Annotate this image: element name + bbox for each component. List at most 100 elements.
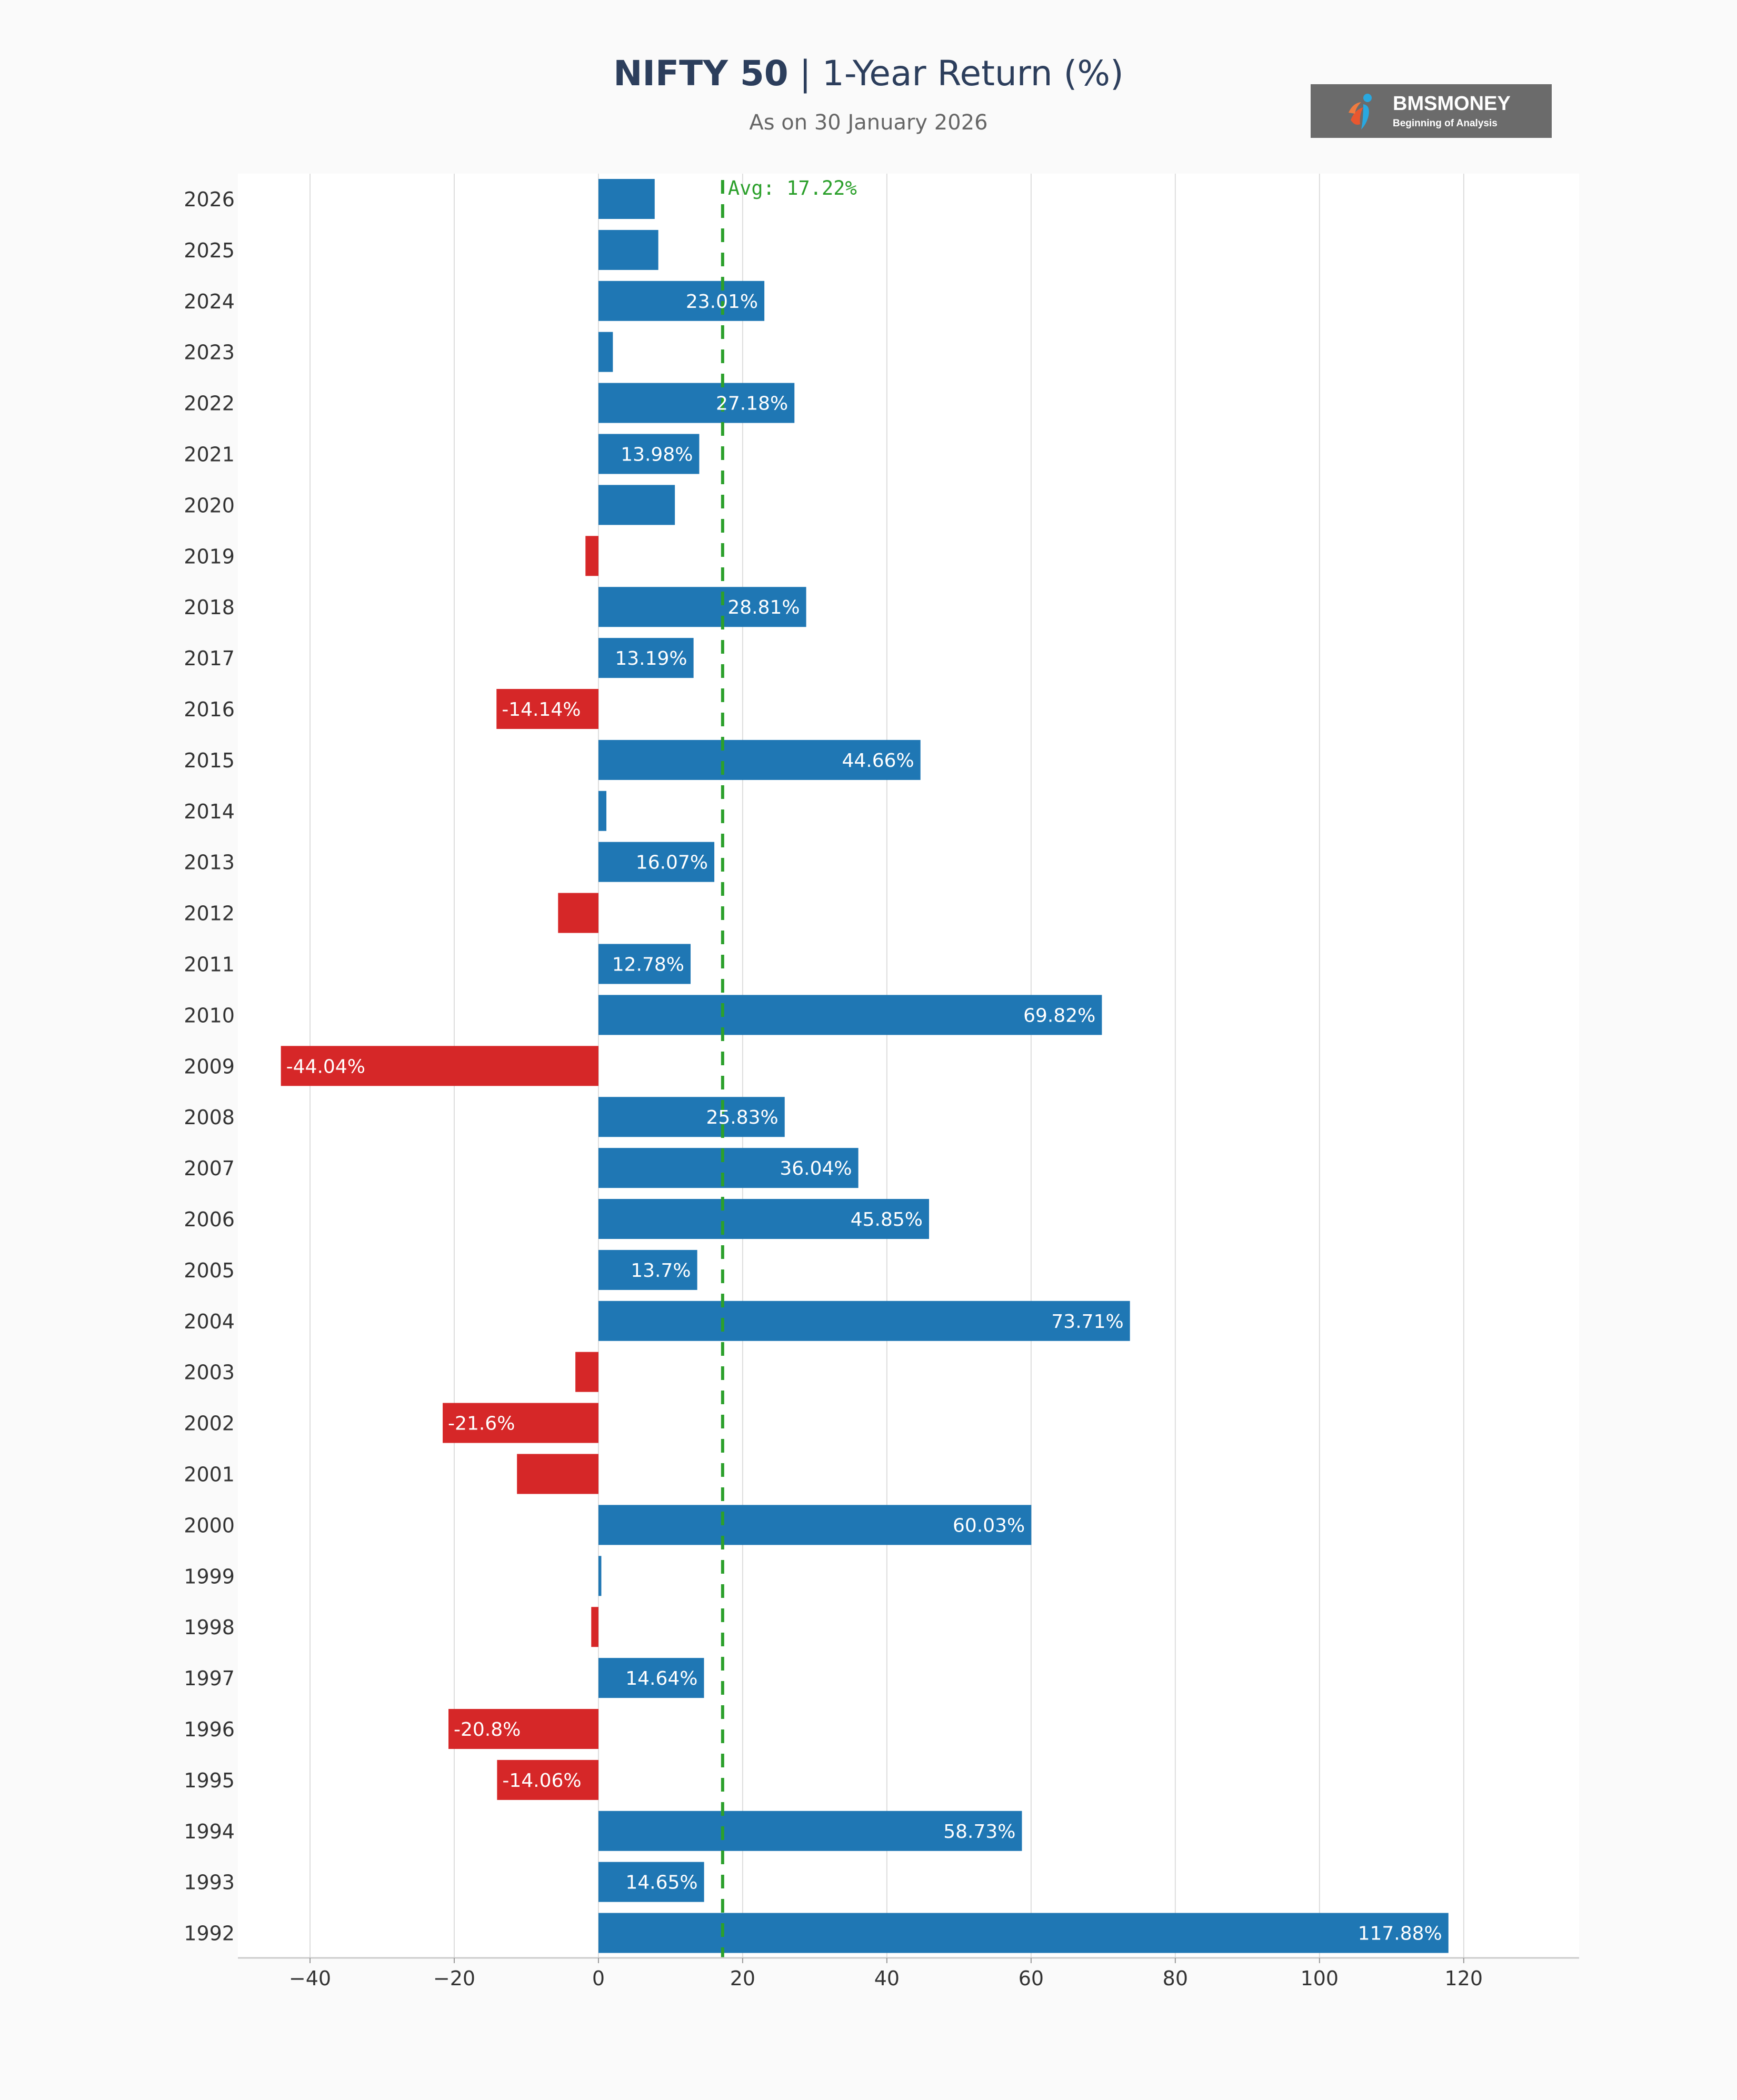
bar-2023: [598, 332, 613, 372]
chart-title-bold: NIFTY 50: [613, 53, 788, 94]
y-tick-label-2025: 2025: [184, 239, 235, 262]
bar-2001: [517, 1454, 598, 1494]
data-label-2024: 23.01%: [686, 291, 758, 313]
bar-2003: [575, 1352, 598, 1392]
data-label-2018: 28.81%: [727, 597, 800, 618]
bmsmoney-logo: BMSMONEY Beginning of Analysis: [1311, 84, 1552, 138]
bar-2004: [598, 1301, 1130, 1341]
y-tick-label-2024: 2024: [184, 290, 235, 313]
y-tick-label-2023: 2023: [184, 341, 235, 364]
chart-title-rest: 1-Year Return (%): [822, 53, 1124, 94]
y-tick-label-2014: 2014: [184, 800, 235, 823]
data-label-1996: -20.8%: [454, 1719, 521, 1741]
y-tick-label-1999: 1999: [184, 1565, 235, 1588]
bar-2024: [598, 281, 765, 321]
bar-2018: [598, 587, 806, 627]
bar-2020: [598, 485, 675, 525]
data-label-2017: 13.19%: [615, 648, 687, 669]
x-axis: −40 −20 0 20 40 60 80 100 120: [238, 1957, 1579, 1990]
y-tick-label-1997: 1997: [184, 1667, 235, 1690]
y-tick-label-2008: 2008: [184, 1106, 235, 1129]
y-axis-labels: 2026 2025 2024 2023 2022 2021 2020 2019 2018 2017…: [184, 188, 235, 1945]
logo-tagline: Beginning of Analysis: [1393, 118, 1498, 129]
data-label-2008: 25.83%: [706, 1107, 778, 1128]
bar-2022: [598, 383, 795, 423]
data-label-2011: 12.78%: [612, 954, 684, 976]
y-tick-label-2012: 2012: [184, 902, 235, 925]
y-tick-label-2022: 2022: [184, 392, 235, 415]
y-tick-label-2007: 2007: [184, 1157, 235, 1180]
average-layer: Avg: 17.22%: [721, 177, 857, 1958]
y-tick-label-2005: 2005: [184, 1259, 235, 1282]
bar-1997: [598, 1658, 704, 1698]
y-tick-label-2018: 2018: [184, 596, 235, 619]
bar-2010: [598, 995, 1102, 1035]
y-tick-label-2020: 2020: [184, 494, 235, 517]
y-tick-label-2017: 2017: [184, 647, 235, 670]
x-tick-label-0: −40: [289, 1967, 331, 1990]
y-tick-label-2001: 2001: [184, 1463, 235, 1486]
y-tick-label-1992: 1992: [184, 1922, 235, 1945]
x-tick-label-5: 60: [1019, 1967, 1044, 1990]
data-label-1992: 117.88%: [1358, 1923, 1442, 1945]
data-label-2022: 27.18%: [716, 393, 788, 415]
bar-2006: [598, 1199, 930, 1239]
bar-2008: [598, 1097, 785, 1137]
data-label-2005: 13.7%: [631, 1260, 691, 1282]
data-label-1995: -14.06%: [502, 1770, 581, 1792]
data-label-2016: -14.14%: [502, 699, 581, 721]
chart-title-separator: |: [788, 53, 822, 94]
chart-title: NIFTY 50 | 1-Year Return (%): [0, 47, 1737, 100]
y-tick-label-2000: 2000: [184, 1514, 235, 1537]
bar-2015: [598, 739, 921, 780]
logo-brand: BMSMONEY: [1393, 93, 1511, 115]
bar-2021: [598, 434, 700, 474]
x-tick-label-3: 20: [730, 1967, 755, 1990]
y-tick-label-2013: 2013: [184, 851, 235, 874]
y-tick-label-2004: 2004: [184, 1310, 235, 1333]
data-label-1994: 58.73%: [943, 1821, 1015, 1843]
bar-2005: [598, 1249, 697, 1290]
x-tick-label-1: −20: [433, 1967, 475, 1990]
bars-layer: [281, 179, 1449, 1953]
bar-2007: [598, 1148, 858, 1188]
y-tick-label-1995: 1995: [184, 1769, 235, 1792]
bar-2026: [598, 179, 655, 219]
x-tick-label-6: 80: [1163, 1967, 1188, 1990]
bar-1998: [591, 1607, 598, 1647]
bar-2025: [598, 229, 658, 270]
y-tick-label-1993: 1993: [184, 1871, 235, 1894]
logo-figure-icon: [1349, 94, 1372, 129]
bar-1994: [598, 1811, 1022, 1851]
bar-1992: [598, 1913, 1449, 1953]
bar-2000: [598, 1505, 1032, 1545]
y-tick-label-1998: 1998: [184, 1616, 235, 1639]
data-label-1993: 14.65%: [625, 1872, 697, 1894]
data-label-2006: 45.85%: [851, 1209, 923, 1231]
bar-2012: [558, 893, 598, 933]
y-tick-label-2015: 2015: [184, 749, 235, 772]
bar-2016: [496, 689, 598, 729]
bar-1999: [598, 1556, 602, 1596]
bar-1995: [497, 1759, 598, 1800]
data-label-2015: 44.66%: [842, 750, 914, 772]
y-tick-label-2010: 2010: [184, 1004, 235, 1027]
x-tick-label-8: 120: [1445, 1967, 1483, 1990]
bar-2014: [598, 791, 607, 831]
average-label: Avg: 17.22%: [728, 177, 857, 199]
y-tick-label-1996: 1996: [184, 1718, 235, 1741]
y-tick-label-2011: 2011: [184, 953, 235, 976]
data-label-2009: -44.04%: [286, 1056, 365, 1077]
data-labels-layer: 23.01% 27.18% 13.98% 28.81% 13.19% -14.14% 44.…: [286, 291, 1442, 1945]
data-label-2004: 73.71%: [1051, 1311, 1123, 1333]
bar-2017: [598, 638, 694, 678]
y-tick-label-2021: 2021: [184, 443, 235, 466]
data-label-2002: -21.6%: [448, 1413, 515, 1435]
data-label-2007: 36.04%: [780, 1158, 852, 1179]
y-tick-label-2009: 2009: [184, 1055, 235, 1078]
bar-2009: [281, 1046, 598, 1086]
x-tick-label-2: 0: [592, 1967, 605, 1990]
y-tick-label-2026: 2026: [184, 188, 235, 211]
x-tick-label-4: 40: [874, 1967, 900, 1990]
